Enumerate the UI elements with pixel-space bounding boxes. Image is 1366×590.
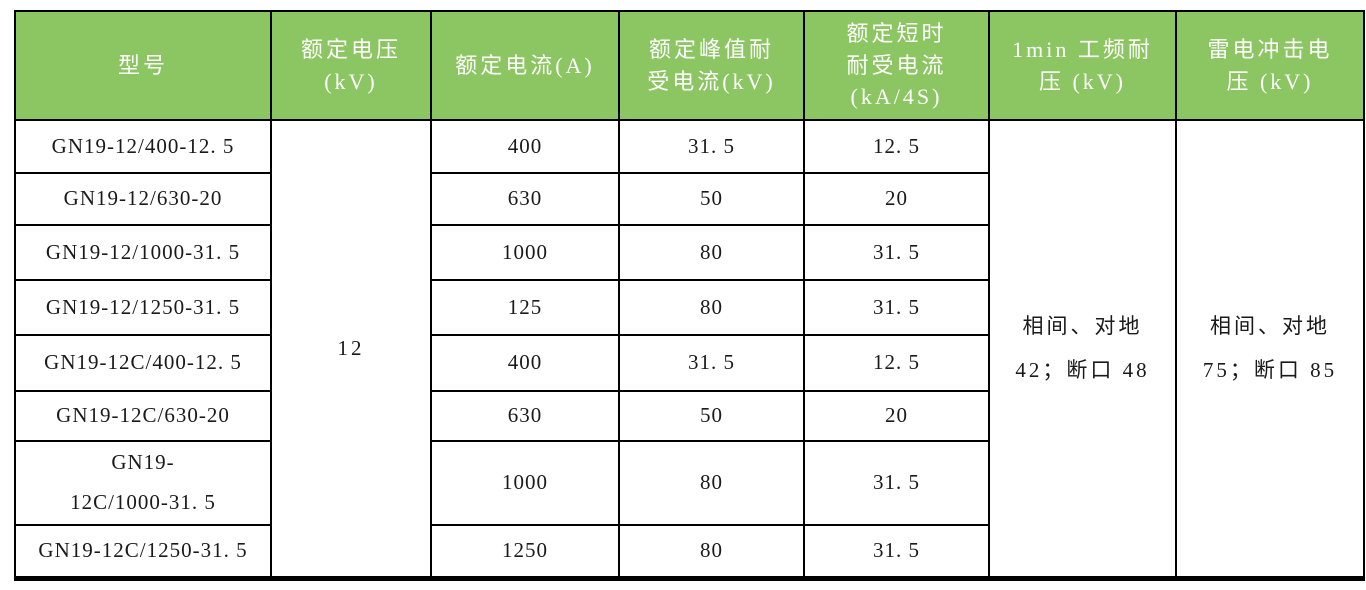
lightning-merged-cell: 相间、对地 75；断口 85 [1175,119,1365,579]
table-header: 型号 额定电压 (kV) 额定电流(A) 额定峰值耐 受电流(kV) 额定短时 … [14,10,1365,121]
table-body: GN19-12/400-12. 5 12 400 31. 5 12. 5 相间、… [14,119,1365,579]
col-header-power-freq: 1min 工频耐 压 (kV) [988,10,1177,121]
model-cell: GN19-12C/400-12. 5 [14,334,272,392]
table-row: GN19-12/630-20 630 50 20 [14,172,1364,226]
current-cell: 1000 [430,224,620,281]
current-cell: 1000 [430,440,620,526]
model-cell: GN19- 12C/1000-31. 5 [14,440,272,526]
col-header-lightning: 雷电冲击电 压 (kV) [1175,10,1365,121]
spec-table-container: 型号 额定电压 (kV) 额定电流(A) 额定峰值耐 受电流(kV) 额定短时 … [14,10,1365,581]
table-row: GN19- 12C/1000-31. 5 1000 80 31. 5 [14,440,1364,526]
model-cell: GN19-12C/1250-31. 5 [14,524,272,579]
current-cell: 400 [430,119,620,174]
table-row: GN19-12C/400-12. 5 400 31. 5 12. 5 [14,334,1364,392]
short-time-cell: 31. 5 [803,440,990,526]
col-header-short-time: 额定短时 耐受电流 (kA/4S) [803,10,990,121]
current-cell: 630 [430,390,620,442]
short-time-cell: 20 [803,172,990,226]
short-time-cell: 31. 5 [803,224,990,281]
short-time-cell: 12. 5 [803,119,990,174]
header-row: 型号 额定电压 (kV) 额定电流(A) 额定峰值耐 受电流(kV) 额定短时 … [14,10,1365,121]
peak-cell: 31. 5 [618,334,805,392]
switch-spec-table: 型号 额定电压 (kV) 额定电流(A) 额定峰值耐 受电流(kV) 额定短时 … [14,10,1365,581]
short-time-cell: 31. 5 [803,279,990,336]
current-cell: 125 [430,279,620,336]
peak-cell: 31. 5 [618,119,805,174]
model-cell: GN19-12/400-12. 5 [14,119,272,174]
model-cell: GN19-12C/630-20 [14,390,272,442]
col-header-peak-withstand: 额定峰值耐 受电流(kV) [618,10,805,121]
current-cell: 400 [430,334,620,392]
peak-cell: 50 [618,172,805,226]
table-row: GN19-12/1250-31. 5 125 80 31. 5 [14,279,1364,336]
power-freq-merged-cell: 相间、对地 42；断口 48 [988,119,1177,579]
model-cell: GN19-12/1000-31. 5 [14,224,272,281]
col-header-rated-voltage: 额定电压 (kV) [270,10,432,121]
peak-cell: 50 [618,390,805,442]
col-header-model: 型号 [14,10,272,121]
table-row: GN19-12C/630-20 630 50 20 [14,390,1364,442]
model-cell: GN19-12/630-20 [14,172,272,226]
table-row: GN19-12C/1250-31. 5 1250 80 31. 5 [14,524,1364,579]
rated-voltage-merged-cell: 12 [270,119,432,579]
current-cell: 1250 [430,524,620,579]
peak-cell: 80 [618,224,805,281]
short-time-cell: 20 [803,390,990,442]
peak-cell: 80 [618,279,805,336]
short-time-cell: 12. 5 [803,334,990,392]
table-row: GN19-12/400-12. 5 12 400 31. 5 12. 5 相间、… [14,119,1365,579]
peak-cell: 80 [618,440,805,526]
peak-cell: 80 [618,524,805,579]
model-cell: GN19-12/1250-31. 5 [14,279,272,336]
col-header-rated-current: 额定电流(A) [430,10,620,121]
table-row: GN19-12/1000-31. 5 1000 80 31. 5 [14,224,1364,281]
current-cell: 630 [430,172,620,226]
short-time-cell: 31. 5 [803,524,990,579]
